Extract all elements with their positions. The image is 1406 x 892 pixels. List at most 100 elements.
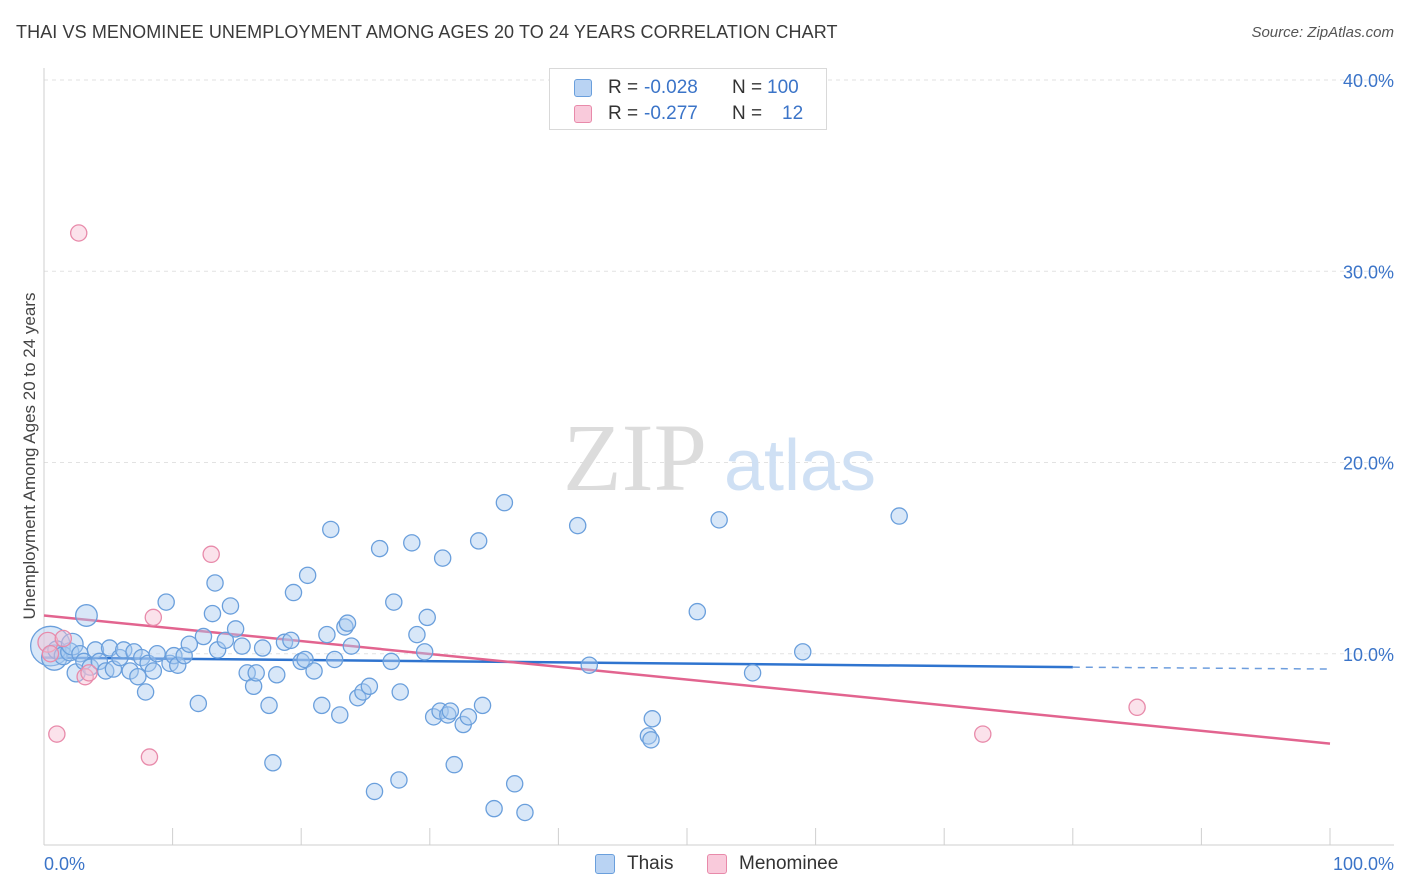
thais-point: [264, 754, 282, 772]
menominee-swatch: [574, 105, 592, 123]
y-tick-label: 20.0%: [1343, 454, 1394, 474]
tick-labels: 10.0% 20.0% 30.0% 40.0% 0.0% 100.0%: [44, 71, 1394, 874]
menominee-point: [144, 608, 163, 627]
thais-point: [313, 696, 331, 715]
thais-point: [90, 652, 109, 671]
r-value: -0.028: [644, 77, 698, 98]
thais-point: [433, 549, 452, 567]
r-label: R =: [608, 77, 639, 98]
n-label: N =: [732, 77, 763, 98]
thais-point: [370, 539, 389, 558]
thais-point: [325, 650, 344, 669]
menominee-point: [37, 631, 59, 653]
thais-point: [688, 602, 707, 621]
thais-point: [74, 604, 98, 627]
thais-point: [165, 646, 183, 665]
menominee-point: [80, 664, 98, 682]
menominee-swatch: [707, 854, 727, 874]
watermark-zip: ZIP: [563, 404, 707, 511]
thais-point: [296, 650, 314, 669]
thais-point: [284, 583, 303, 602]
thais-point: [391, 683, 409, 701]
thais-point: [441, 702, 460, 720]
thais-point: [403, 534, 421, 552]
thais-point: [473, 696, 492, 715]
thais-point: [157, 593, 175, 611]
menominee-trend-line: [43, 614, 1331, 745]
thais-point: [189, 694, 208, 713]
thais-point: [516, 803, 534, 822]
thais-point: [469, 532, 488, 550]
trend-lines: [43, 614, 1331, 745]
menominee-point: [974, 725, 992, 743]
menominee-point: [41, 645, 60, 663]
thais-point: [505, 775, 524, 793]
r-label: R =: [608, 103, 639, 124]
thais-point: [710, 511, 728, 529]
thais-point: [206, 574, 224, 592]
thais-point: [365, 782, 384, 801]
thais-point: [390, 771, 408, 789]
thais-point: [385, 593, 403, 611]
thais-point: [580, 656, 599, 674]
thais-point: [194, 627, 213, 646]
x-tick-label: 0.0%: [44, 854, 85, 874]
source-label: Source: ZipAtlas.com: [1251, 24, 1394, 41]
thais-point: [221, 597, 240, 615]
thais-point: [226, 620, 245, 638]
menominee-point: [202, 545, 220, 564]
thais-point: [331, 706, 349, 724]
y-tick-label: 40.0%: [1343, 71, 1394, 91]
thais-swatch: [574, 79, 592, 97]
x-tick-label: 100.0%: [1333, 854, 1394, 874]
thais-point: [148, 645, 166, 663]
thais-point: [415, 643, 434, 661]
stats-legend: R = -0.028 N = 100 R = -0.277 N = 12: [549, 68, 827, 130]
menominee-label: Menominee: [739, 853, 839, 874]
menominee-point: [1128, 698, 1146, 717]
thais-point: [338, 614, 357, 632]
thais-point: [418, 608, 436, 627]
data-points: [29, 224, 1146, 822]
menominee-point: [54, 629, 73, 648]
thais-point: [129, 667, 147, 686]
thais-point: [203, 604, 222, 623]
menominee-point: [140, 748, 159, 766]
y-tick-label: 10.0%: [1343, 645, 1394, 665]
thais-point: [86, 641, 105, 659]
thais-point: [485, 799, 503, 818]
thais-point: [322, 520, 340, 539]
thais-trend-line: [43, 656, 1073, 669]
thais-point: [360, 677, 379, 696]
thais-point: [136, 683, 155, 701]
axes: [43, 68, 1394, 846]
thais-trend-extension: [1072, 666, 1331, 670]
watermark-atlas: atlas: [724, 426, 876, 506]
menominee-point: [48, 725, 66, 743]
r-value: -0.277: [644, 103, 698, 124]
thais-point: [216, 631, 235, 650]
thais-point: [342, 637, 361, 655]
thais-point: [743, 664, 762, 682]
thais-point: [305, 662, 323, 680]
thais-point: [495, 493, 514, 512]
thais-point: [247, 664, 265, 682]
menominee-point: [69, 224, 88, 242]
thais-point: [298, 566, 317, 585]
thais-point: [253, 639, 272, 657]
thais-point: [890, 507, 908, 525]
thais-point: [793, 643, 812, 661]
thais-point: [445, 755, 463, 774]
n-value: 12: [782, 103, 804, 124]
y-tick-label: 30.0%: [1343, 262, 1394, 282]
thais-point: [408, 625, 426, 644]
gridlines: [44, 79, 1394, 655]
thais-point: [144, 662, 163, 680]
thais-point: [244, 677, 263, 696]
thais-point: [180, 635, 199, 653]
thais-point: [260, 696, 278, 715]
thais-swatch: [595, 854, 615, 874]
thais-point: [459, 708, 478, 726]
thais-point: [382, 652, 400, 671]
